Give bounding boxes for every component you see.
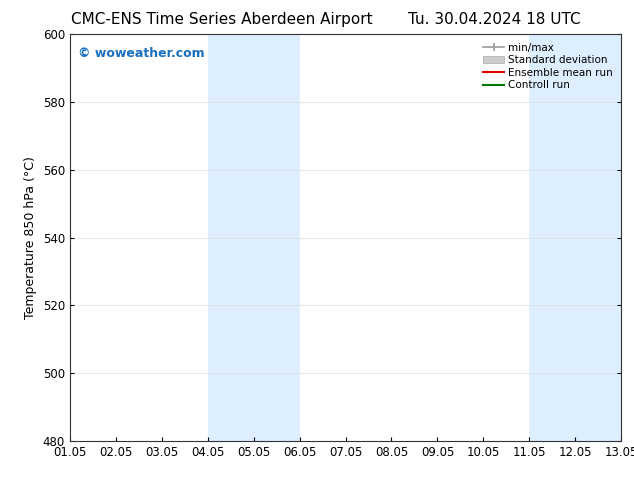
- Bar: [529, 34, 621, 441]
- Y-axis label: Temperature 850 hPa (°C): Temperature 850 hPa (°C): [24, 156, 37, 319]
- Text: CMC-ENS Time Series Aberdeen Airport: CMC-ENS Time Series Aberdeen Airport: [71, 12, 373, 27]
- Text: © woweather.com: © woweather.com: [78, 47, 205, 59]
- Bar: [207, 34, 299, 441]
- Legend: min/max, Standard deviation, Ensemble mean run, Controll run: min/max, Standard deviation, Ensemble me…: [480, 40, 616, 94]
- Text: Tu. 30.04.2024 18 UTC: Tu. 30.04.2024 18 UTC: [408, 12, 581, 27]
